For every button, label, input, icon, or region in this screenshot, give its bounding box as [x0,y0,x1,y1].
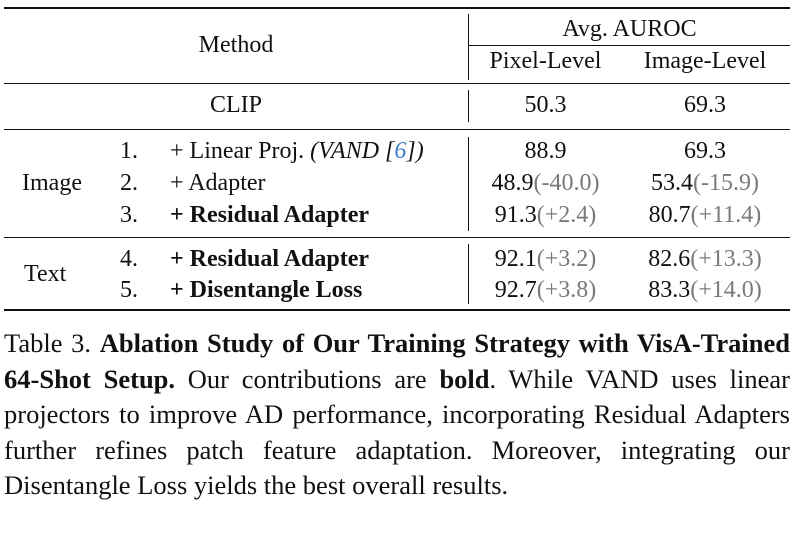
top-rule [4,7,790,9]
caption-bold-word: bold [439,363,490,394]
auroc-underline [468,45,790,46]
row-number: 3. [120,202,138,228]
baseline-pixel: 50.3 [524,92,567,118]
caption-title: Ablation Study of Our Training Strategy … [4,328,791,394]
row-pixel: 48.9(-40.0) [491,170,600,196]
delta-value: (+3.2) [536,246,597,272]
delta-value: (-40.0) [533,170,600,196]
delta-value: (+11.4) [690,202,762,228]
row-method: + Residual Adapter [170,246,370,272]
row-pixel: 88.9 [524,138,567,164]
caption-label: Table 3. [4,328,92,358]
row-number: 2. [120,170,138,196]
delta-value: (+3.8) [536,277,597,303]
row-image: 83.3(+14.0) [648,277,762,303]
row-pixel: 92.1(+3.2) [494,246,597,272]
group-label-text: Text [24,261,67,287]
header-rule [4,83,790,84]
citation-link[interactable]: 6 [394,138,407,164]
row-image: 80.7(+11.4) [648,202,762,228]
row-number: 4. [120,246,138,272]
image-group-vline [468,137,469,231]
row-method: + Disentangle Loss [170,277,363,303]
row-number: 5. [120,277,138,303]
row-image: 53.4(-15.9) [651,170,759,196]
ablation-table: Method Avg. AUROC Pixel-Level Image-Leve… [4,7,790,311]
row-pixel: 92.7(+3.8) [494,277,597,303]
baseline-image: 69.3 [684,92,726,118]
group-rule [4,237,790,238]
delta-value: (+2.4) [536,202,597,228]
row-method: + Linear Proj. (VAND [6]) [170,138,424,164]
group-label-image: Image [22,170,82,196]
row-number: 1. [120,138,138,164]
caption-text: Our contributions are [187,363,427,394]
delta-value: (+13.3) [690,246,762,272]
text-group-vline [468,244,469,304]
delta-value: (-15.9) [693,170,759,196]
row-image: 82.6(+13.3) [648,246,762,272]
header-vline [468,14,469,80]
row-pixel: 91.3(+2.4) [494,202,597,228]
baseline-rule [4,129,790,130]
delta-value: (+14.0) [690,277,762,303]
row-image: 69.3 [684,138,726,164]
pixel-level-header: Pixel-Level [489,48,602,74]
image-level-header: Image-Level [643,48,767,74]
baseline-vline [468,90,469,122]
row-method: + Residual Adapter [170,202,370,228]
row-method: + Adapter [170,170,266,196]
avg-auroc-header: Avg. AUROC [562,16,697,42]
method-header: Method [198,32,274,58]
baseline-name: CLIP [209,92,262,118]
table-caption: Table 3. Ablation Study of Our Training … [4,326,790,504]
caption-text: . While VAND uses linear projectors to i… [4,363,791,501]
bottom-rule [4,309,790,311]
